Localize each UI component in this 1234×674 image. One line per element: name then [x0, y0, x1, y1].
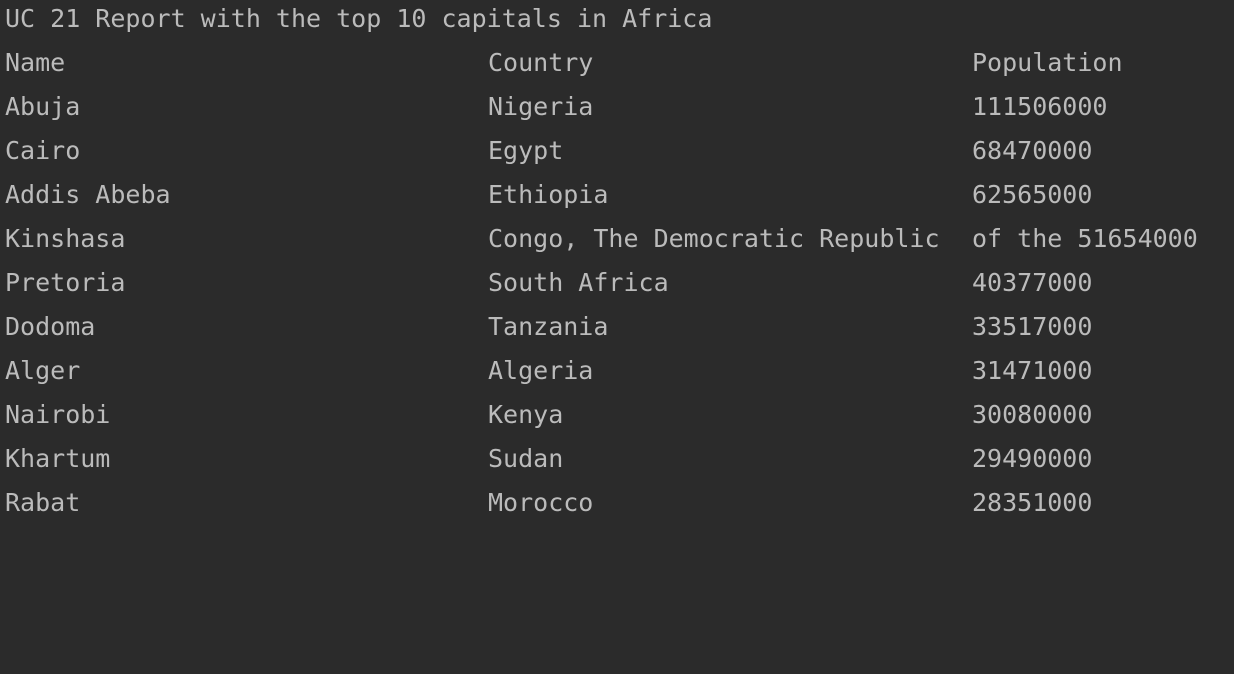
- cell-country: Algeria: [488, 356, 594, 385]
- header-population: Population: [972, 48, 1123, 77]
- cell-population: 30080000: [972, 400, 1093, 429]
- cell-population: 40377000: [972, 268, 1093, 297]
- table-row: Abuja Nigeria 111506000: [5, 88, 1234, 132]
- cell-country: South Africa: [488, 268, 669, 297]
- header-name: Name: [5, 48, 66, 77]
- cell-name: Nairobi: [5, 400, 111, 429]
- cell-name: Kinshasa: [5, 224, 126, 253]
- header-country: Country: [488, 48, 594, 77]
- table-row: Dodoma Tanzania 33517000: [5, 308, 1234, 352]
- cell-name: Khartum: [5, 444, 111, 473]
- table-row: Rabat Morocco 28351000: [5, 484, 1234, 528]
- table-row: Cairo Egypt 68470000: [5, 132, 1234, 176]
- cell-population: 111506000: [972, 92, 1108, 121]
- cell-country: Morocco: [488, 488, 594, 517]
- cell-country: Tanzania: [488, 312, 609, 341]
- cell-country: Nigeria: [488, 92, 594, 121]
- cell-country: Ethiopia: [488, 180, 609, 209]
- cell-name: Alger: [5, 356, 81, 385]
- cell-name: Dodoma: [5, 312, 96, 341]
- table-row: Khartum Sudan 29490000: [5, 440, 1234, 484]
- table-row: Alger Algeria 31471000: [5, 352, 1234, 396]
- cell-country: Kenya: [488, 400, 564, 429]
- cell-country: Sudan: [488, 444, 564, 473]
- cell-name: Pretoria: [5, 268, 126, 297]
- cell-country: Congo, The Democratic Republic: [488, 224, 940, 253]
- cell-country: Egypt: [488, 136, 564, 165]
- cell-population: 68470000: [972, 136, 1093, 165]
- table-row: Nairobi Kenya 30080000: [5, 396, 1234, 440]
- cell-population: 28351000: [972, 488, 1093, 517]
- cell-population: 29490000: [972, 444, 1093, 473]
- table-header-row: Name Country Population: [5, 44, 1234, 88]
- cell-name: Cairo: [5, 136, 81, 165]
- table-row: Pretoria South Africa 40377000: [5, 264, 1234, 308]
- cell-name: Rabat: [5, 488, 81, 517]
- cell-population: 31471000: [972, 356, 1093, 385]
- cell-population: 62565000: [972, 180, 1093, 209]
- table-row: Kinshasa Congo, The Democratic Republic …: [5, 220, 1234, 264]
- cell-population: of the 51654000: [972, 224, 1198, 253]
- cell-population: 33517000: [972, 312, 1093, 341]
- cell-name: Addis Abeba: [5, 180, 171, 209]
- table-row: Addis Abeba Ethiopia 62565000: [5, 176, 1234, 220]
- cell-name: Abuja: [5, 92, 81, 121]
- console-output[interactable]: UC 21 Report with the top 10 capitals in…: [5, 0, 1234, 530]
- report-title: UC 21 Report with the top 10 capitals in…: [5, 0, 1234, 44]
- report-title-text: UC 21 Report with the top 10 capitals in…: [5, 4, 713, 33]
